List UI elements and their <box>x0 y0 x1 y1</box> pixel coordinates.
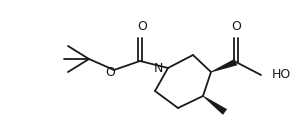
Polygon shape <box>211 59 237 72</box>
Text: N: N <box>154 63 163 75</box>
Text: O: O <box>231 20 241 33</box>
Text: HO: HO <box>272 69 291 81</box>
Text: O: O <box>137 20 147 33</box>
Text: O: O <box>105 67 115 80</box>
Polygon shape <box>203 96 227 115</box>
